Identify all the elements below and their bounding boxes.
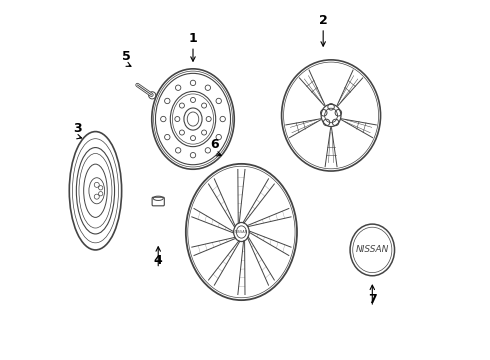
Text: NISSAN: NISSAN: [356, 246, 389, 255]
Text: 5: 5: [122, 50, 131, 63]
Text: 3: 3: [73, 122, 81, 135]
Text: NISSAN: NISSAN: [235, 230, 248, 234]
Text: 2: 2: [319, 14, 327, 27]
Text: 6: 6: [210, 138, 219, 151]
Text: 1: 1: [189, 32, 197, 45]
Text: 7: 7: [368, 293, 377, 306]
Text: 4: 4: [154, 254, 163, 267]
